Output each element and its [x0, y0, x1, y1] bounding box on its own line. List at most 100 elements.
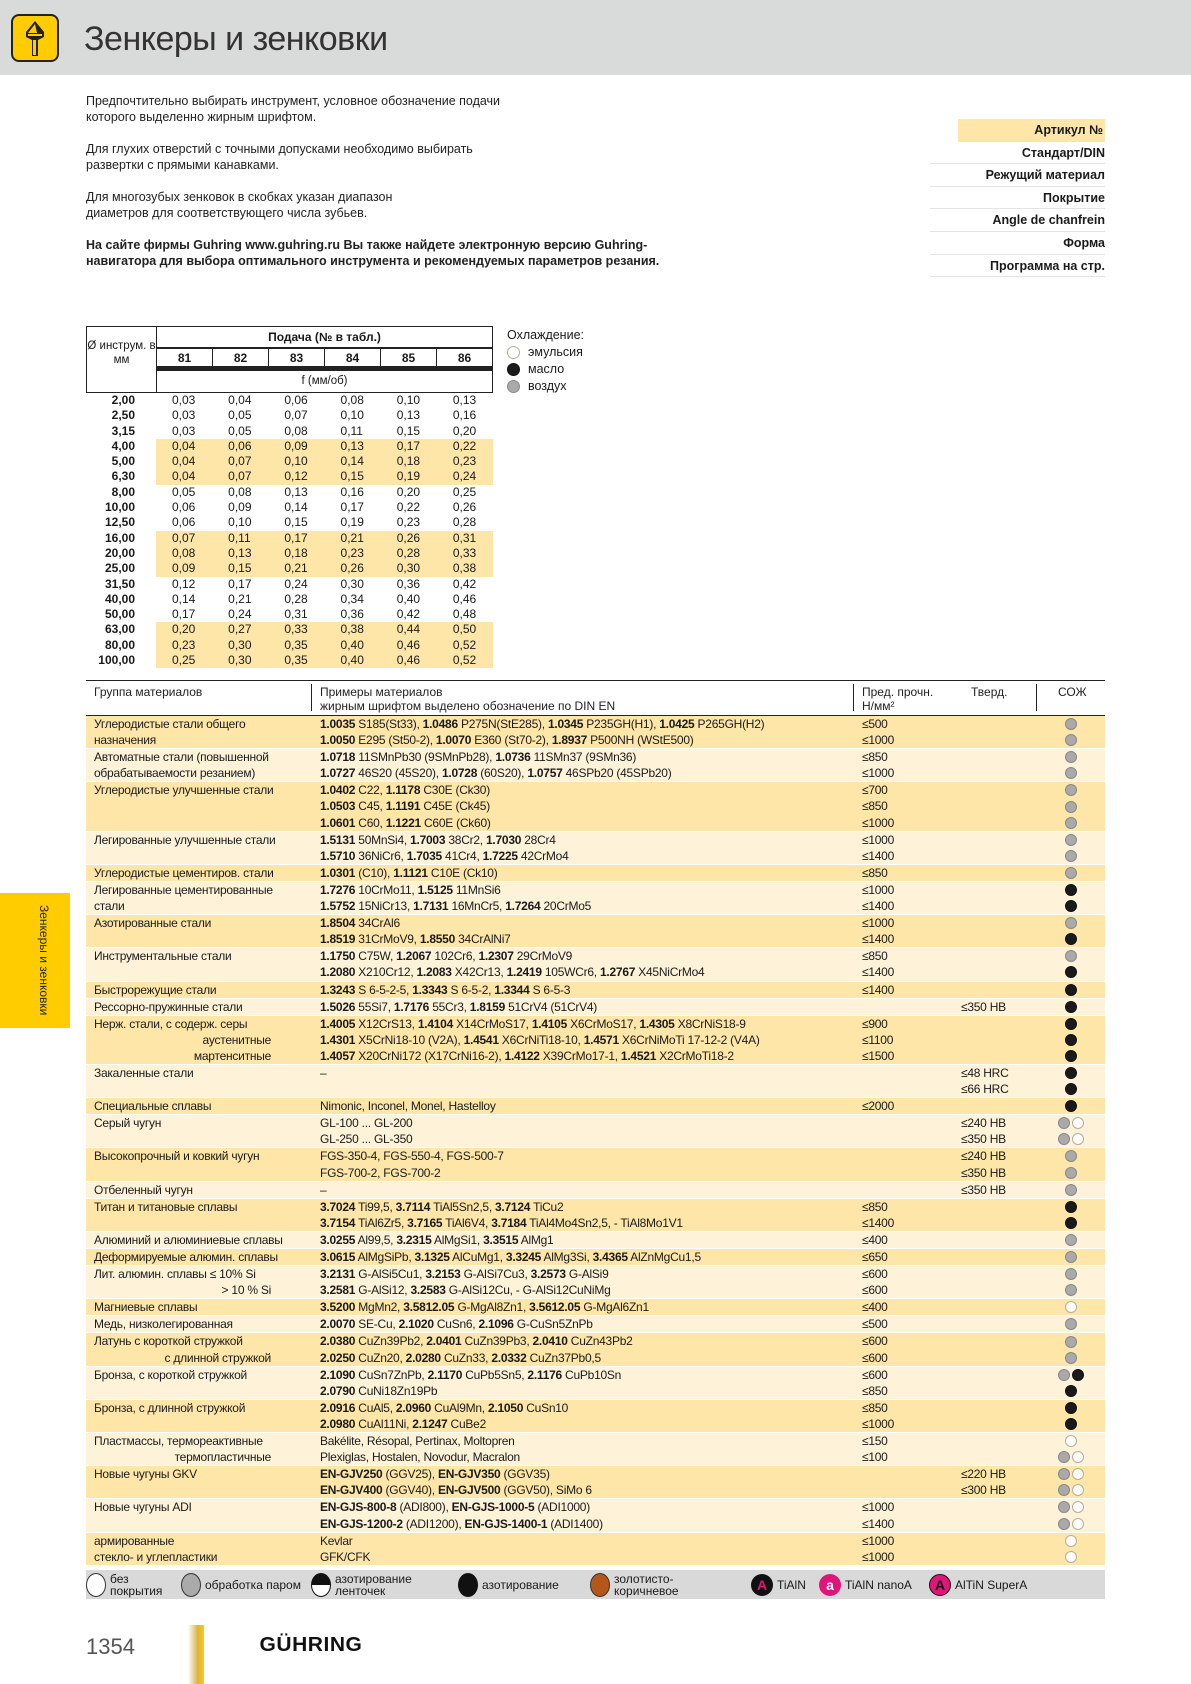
air-coolant-icon	[1057, 1501, 1070, 1514]
feed-row: 5,00 0,04 0,07 0,10 0,14 0,18 0,23	[86, 454, 493, 470]
air-coolant-icon	[1064, 1233, 1077, 1246]
coolant-cell	[1036, 1199, 1105, 1215]
material-group-name: Углеродистые улучшенные стали	[94, 783, 274, 798]
coolant-cell	[1036, 948, 1105, 964]
hardness	[960, 716, 1036, 732]
coolant-legend-item: эмульсия	[507, 344, 584, 361]
material-group: Латунь с короткой стружкой 2.0380 CuZn39P…	[86, 1333, 1105, 1367]
material-group-name: Азотированные стали	[94, 916, 212, 931]
hardness: ≤240 HB	[961, 1149, 1006, 1164]
coolant-legend-item: воздух	[507, 378, 584, 395]
feed-value: 0,06	[284, 393, 308, 407]
material-group-name	[86, 1131, 311, 1147]
material-group: Высокопрочный и ковкий чугун FGS-350-4, F…	[86, 1148, 1105, 1182]
material-group-name: Новые чугуны ADI	[94, 1500, 192, 1515]
feed-values: 0,06 0,09 0,14 0,17 0,22 0,26	[156, 500, 493, 515]
coolant-cell	[1036, 798, 1105, 814]
tensile-strength: ≤1000	[862, 766, 895, 781]
website-note: На сайте фирмы Guhring www.guhring.ru Вы…	[86, 238, 660, 268]
din-number: 1.1221	[385, 815, 421, 830]
material-row: Магниевые сплавы 3.5200 MgMn2, 3.5812.05 …	[86, 1299, 1105, 1315]
tensile-strength: ≤1400	[862, 965, 895, 980]
hardness	[960, 1416, 1036, 1432]
feed-values: 0,25 0,30 0,35 0,40 0,46 0,52	[156, 653, 493, 669]
feed-value: 0,17	[172, 607, 196, 622]
material-group-name: Отбеленный чугун	[94, 1182, 193, 1197]
feed-value: 0,20	[172, 622, 196, 637]
material-group-name: стали	[94, 899, 125, 914]
material-group-name	[86, 1416, 311, 1432]
coolant-cell	[1036, 732, 1105, 748]
section-side-tab[interactable]: Зенкеры и зенковки	[0, 893, 70, 1028]
hardness	[960, 1367, 1036, 1383]
diameter-value: 25,00	[104, 561, 135, 576]
feed-value: 0,52	[452, 637, 477, 652]
feed-value: 0,40	[340, 637, 364, 652]
coolant-cell	[1036, 716, 1105, 732]
din-number: 1.8937	[551, 733, 588, 748]
feed-value: 0,46	[396, 653, 421, 668]
hardness	[960, 1215, 1036, 1231]
material-group-name: Нерж. стали, с содерж. серы	[94, 1016, 248, 1031]
feed-value: 0,14	[340, 454, 364, 469]
din-number: 2.0332	[491, 1350, 527, 1365]
coolant-cell	[1036, 1400, 1105, 1416]
din-number: 1.5125	[417, 882, 453, 897]
din-number: 1.0050	[320, 733, 356, 748]
feed-value: 0,36	[340, 607, 364, 622]
tensile-strength	[853, 1131, 960, 1147]
coating-label: AlTiN SuperA	[955, 1577, 1028, 1592]
feed-value: 0,14	[284, 500, 308, 515]
feed-value: 0,15	[228, 561, 252, 576]
coolant-cell	[1036, 865, 1105, 881]
material-row: EN-GJS-1200-2 (ADI1200), EN-GJS-1400-1 (…	[86, 1516, 1105, 1532]
din-number: 2.1176	[527, 1367, 562, 1382]
coolant-cell	[1036, 782, 1105, 798]
material-group-name	[86, 1215, 311, 1231]
tensile-strength	[853, 1482, 960, 1498]
material-group-name: Рессорно-пружинные стали	[94, 999, 243, 1014]
material-examples: EN-GJV250 (GGV25), EN-GJV350 (GGV35)	[320, 1467, 550, 1482]
din-number: 1.4305	[639, 1016, 675, 1031]
din-number: EN-GJV350	[437, 1467, 501, 1482]
material-group: Пластмассы, термореактивные Bakélite, Rés…	[86, 1433, 1105, 1467]
tensile-strength: ≤1000	[862, 1533, 895, 1548]
hardness	[960, 732, 1036, 748]
feed-value: 0,09	[172, 561, 196, 576]
feed-values: 0,04 0,07 0,12 0,15 0,19 0,24	[156, 469, 493, 485]
din-number: 1.2083	[416, 965, 452, 980]
feed-value: 0,17	[284, 530, 308, 545]
air-coolant-icon	[1064, 849, 1077, 862]
air-coolant-icon	[1064, 816, 1077, 829]
material-examples: 1.0402 C22, 1.1178 C30E (Ck30)	[320, 783, 490, 798]
coolant-cell	[1036, 832, 1105, 848]
coating-legend-item: золотисто-коричневое	[590, 1570, 699, 1599]
din-number: 1.4541	[463, 1032, 499, 1047]
din-number: 1.5131	[320, 832, 356, 847]
tensile-strength: ≤150	[862, 1434, 888, 1449]
hardness	[960, 1316, 1036, 1332]
material-row: 1.8519 31CrMoV9, 1.8550 34CrAlNi7 ≤1400	[86, 931, 1105, 947]
din-number: 3.2131	[320, 1267, 356, 1282]
din-number: 3.0615	[320, 1250, 356, 1264]
material-group: Углеродистые стали общего 1.0035 S185(St3…	[86, 716, 1105, 750]
din-number: 1.4571	[583, 1032, 619, 1047]
tensile-strength: ≤1400	[862, 899, 895, 914]
hardness: ≤240 HB	[961, 1116, 1006, 1131]
coolant-label: масло	[528, 362, 565, 376]
material-row: Углеродистые цементиров. стали 1.0301 (C1…	[86, 865, 1105, 881]
material-group: Бронза, с длинной стружкой 2.0916 CuAl5, …	[86, 1399, 1105, 1434]
material-examples: FGS-700-2, FGS-700-2	[320, 1165, 441, 1180]
feed-value: 0,24	[452, 469, 477, 484]
hardness	[960, 915, 1036, 931]
material-examples: 1.1750 C75W, 1.2067 102Cr6, 1.2307 29CrM…	[320, 949, 573, 964]
product-properties-list: Артикул № Стандарт/DIN Режущий материал …	[930, 119, 1105, 278]
material-examples: 2.0250 CuZn20, 2.0280 CuZn33, 2.0332 CuZ…	[320, 1350, 601, 1365]
din-number: 1.2307	[478, 949, 514, 964]
oil-coolant-icon	[507, 363, 520, 376]
din-number: 3.7024	[320, 1199, 356, 1214]
din-number: 1.2067	[396, 949, 432, 964]
material-group-name	[86, 815, 311, 831]
tensile-strength: ≤600	[862, 1283, 888, 1298]
din-number: 3.5200	[320, 1300, 356, 1315]
